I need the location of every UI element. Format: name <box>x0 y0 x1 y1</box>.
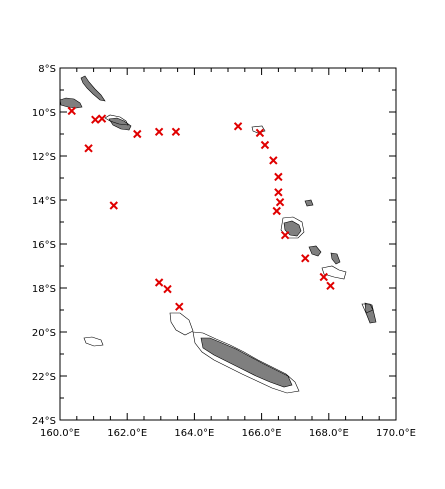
marker-stroke <box>260 140 270 150</box>
marker-stroke <box>175 302 184 311</box>
reef-new-caledonia <box>192 331 300 394</box>
x-tick-label: 164.0°E <box>174 428 214 439</box>
station-marker <box>84 144 93 153</box>
marker-stroke <box>84 144 93 153</box>
small-island-a <box>304 199 314 207</box>
x-tick-label: 166.0°E <box>242 428 282 439</box>
station-marker <box>133 129 142 139</box>
station-marker <box>91 115 100 124</box>
station-marker <box>233 122 243 131</box>
station-marker <box>275 197 285 207</box>
malakula-island <box>308 245 322 257</box>
marker-stroke <box>133 129 142 139</box>
x-tick-label: 160.0°E <box>40 428 80 439</box>
marker-stroke <box>97 114 107 123</box>
x-tick-label: 168.0°E <box>309 428 349 439</box>
marker-stroke <box>233 122 243 131</box>
station-marker <box>260 140 270 150</box>
efate-island <box>330 252 341 265</box>
marker-stroke <box>274 188 283 197</box>
marker-stroke <box>67 106 76 116</box>
marker-stroke <box>269 156 278 165</box>
reef-solomon <box>104 114 129 126</box>
marker-stroke <box>163 284 172 294</box>
y-tick-label: 12°S <box>32 152 56 163</box>
station-marker <box>154 278 164 287</box>
reef-loyalty-north <box>169 312 194 336</box>
small-island-b <box>364 302 377 324</box>
station-marker <box>255 128 265 138</box>
new-caledonia-island <box>200 337 293 388</box>
y-tick-label: 18°S <box>32 284 56 295</box>
station-marker <box>272 206 281 216</box>
marker-stroke <box>154 127 164 137</box>
x-tick-label: 162.0°E <box>107 428 147 439</box>
marker-stroke <box>154 278 164 287</box>
reef-east-loyalty <box>321 265 347 280</box>
station-marker <box>109 201 118 210</box>
y-tick-label: 10°S <box>32 108 56 119</box>
marker-stroke <box>319 272 328 282</box>
y-tick-label: 20°S <box>32 328 56 339</box>
marker-stroke <box>255 128 265 138</box>
station-marker <box>326 281 335 291</box>
reef-south-east <box>361 303 374 314</box>
station-marker <box>154 127 164 137</box>
station-marker <box>274 188 283 197</box>
axis-ticks <box>59 67 397 421</box>
marker-stroke <box>109 201 118 210</box>
station-marker <box>67 106 76 116</box>
marker-stroke <box>275 197 285 207</box>
marker-stroke <box>91 115 100 124</box>
y-tick-label: 14°S <box>32 196 56 207</box>
station-marker <box>171 127 181 137</box>
station-marker <box>301 254 310 263</box>
y-tick-label: 16°S <box>32 240 56 251</box>
station-markers <box>67 106 335 311</box>
station-marker <box>163 284 172 294</box>
marker-stroke <box>272 206 281 216</box>
marker-stroke <box>326 281 335 291</box>
station-marker <box>274 172 283 182</box>
landmasses <box>59 75 377 388</box>
santa-isabel-island <box>80 75 106 102</box>
y-tick-label: 8°S <box>38 64 56 75</box>
reef-west <box>83 336 104 347</box>
marker-stroke <box>301 254 310 263</box>
axis-tick-labels: 160.0°E 162.0°E 164.0°E 166.0°E 168.0°E 170.0… <box>32 64 416 439</box>
x-tick-label: 170.0°E <box>376 428 416 439</box>
marker-stroke <box>171 127 181 137</box>
station-marker <box>280 230 290 240</box>
station-marker <box>175 302 184 311</box>
station-marker <box>97 114 107 123</box>
marker-stroke <box>274 172 283 182</box>
station-marker <box>269 156 278 165</box>
station-marker <box>319 272 328 282</box>
marker-stroke <box>280 230 290 240</box>
y-tick-label: 22°S <box>32 372 56 383</box>
guadalcanal-island <box>59 97 83 109</box>
y-tick-label: 24°S <box>32 416 56 427</box>
